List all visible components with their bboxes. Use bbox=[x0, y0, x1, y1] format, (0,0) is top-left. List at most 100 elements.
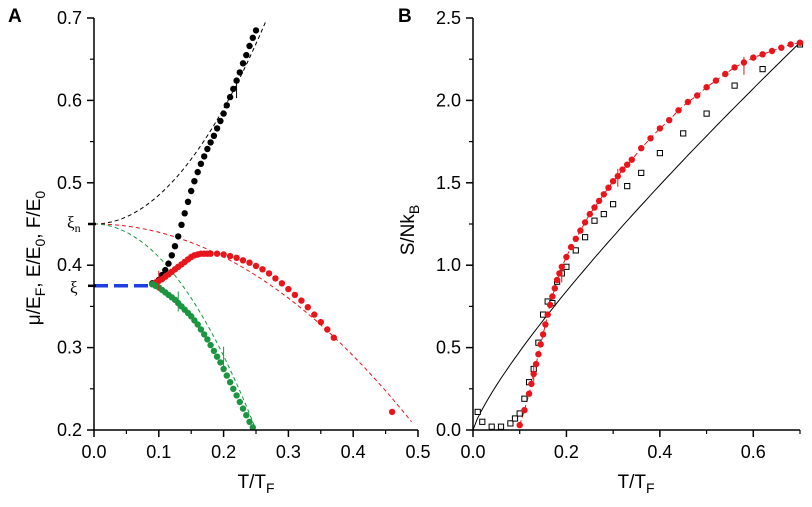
entropy-reference-point bbox=[731, 82, 738, 89]
panel-a-x-tick-label: 0.1 bbox=[146, 442, 171, 462]
energy-point bbox=[243, 51, 250, 59]
entropy-point bbox=[544, 311, 551, 318]
panel-a-y-tick-label: 0.7 bbox=[57, 8, 82, 28]
free-energy-point bbox=[233, 392, 240, 399]
entropy-reference-point bbox=[488, 423, 495, 430]
entropy-point bbox=[796, 39, 804, 46]
entropy-point bbox=[787, 41, 794, 48]
panel-a-x-tick-label: 0.4 bbox=[341, 442, 366, 462]
energy-point bbox=[197, 160, 205, 167]
panel-b-y-tick-label: 0.0 bbox=[436, 420, 461, 440]
energy-point bbox=[226, 93, 234, 101]
energy-fit-curve bbox=[94, 21, 267, 225]
chemical-potential-point bbox=[298, 297, 305, 304]
energy-point bbox=[181, 210, 188, 217]
entropy-reference-point bbox=[497, 423, 505, 430]
panel-b-y-tick-label: 0.5 bbox=[436, 338, 461, 358]
panel-a-x-tick-label: 0.5 bbox=[405, 442, 430, 462]
chemical-potential-point bbox=[317, 318, 324, 326]
free-energy-point bbox=[220, 365, 227, 373]
panel-b-x-tick-label: 0.4 bbox=[647, 442, 672, 462]
energy-point bbox=[249, 34, 256, 41]
energy-point bbox=[165, 260, 172, 267]
free-energy-point bbox=[239, 405, 247, 412]
chemical-potential-point bbox=[272, 275, 279, 282]
entropy-point bbox=[551, 285, 558, 292]
entropy-point bbox=[556, 270, 563, 277]
chemical-potential-point bbox=[259, 266, 266, 273]
chemical-potential-point bbox=[265, 270, 273, 277]
free-energy-point bbox=[217, 359, 224, 366]
energy-point bbox=[220, 110, 227, 117]
free-energy-point bbox=[204, 336, 211, 343]
panel-b-data-points bbox=[474, 39, 804, 430]
chemical-potential-point bbox=[213, 250, 221, 257]
entropy-point bbox=[759, 51, 766, 58]
entropy-point bbox=[722, 70, 729, 78]
panel-b-x-tick-label: 0.2 bbox=[554, 442, 579, 462]
entropy-reference-point bbox=[516, 410, 523, 417]
chemical-potential-point bbox=[207, 250, 214, 257]
entropy-point bbox=[624, 161, 631, 168]
entropy-reference-point bbox=[624, 183, 631, 190]
panel-b: B 0.00.20.40.60.00.51.01.52.02.5 S/NkB​ … bbox=[398, 6, 804, 496]
chemical-potential-point bbox=[324, 326, 331, 333]
entropy-point bbox=[778, 44, 785, 51]
entropy-point bbox=[581, 219, 589, 226]
panel-b-x-tick-label: 0.6 bbox=[741, 442, 766, 462]
entropy-reference-point bbox=[600, 211, 607, 218]
entropy-reference-point bbox=[638, 169, 645, 177]
panel-a: A 0.0 0.1 0.2 0.3 0.4 0.5 0.2 0.3 0.4 0.5 0.6 0.7 ξ… bbox=[8, 6, 431, 496]
free-energy-point bbox=[194, 321, 201, 328]
entropy-reference-point bbox=[656, 150, 663, 157]
panel-b-fit-curves bbox=[472, 42, 801, 431]
panel-a-axes bbox=[87, 17, 419, 437]
panel-a-label: A bbox=[8, 6, 22, 27]
entropy-point bbox=[516, 421, 523, 429]
entropy-reference-point bbox=[759, 66, 766, 73]
free-energy-point bbox=[246, 418, 253, 425]
free-energy-point bbox=[197, 326, 205, 333]
panel-a-x-tick-label: 0.0 bbox=[81, 442, 106, 462]
entropy-point bbox=[628, 156, 635, 163]
panel-a-y-tick-label: 0.5 bbox=[57, 173, 82, 193]
xi-label: ξ bbox=[70, 278, 78, 297]
panel-b-axes bbox=[466, 17, 801, 437]
entropy-point bbox=[684, 98, 692, 106]
entropy-reference-point bbox=[680, 130, 687, 137]
chemical-potential-point bbox=[233, 254, 240, 261]
energy-point bbox=[207, 139, 214, 146]
energy-point bbox=[168, 252, 175, 259]
entropy-point bbox=[619, 166, 626, 173]
chemical-potential-point bbox=[388, 408, 396, 416]
energy-point bbox=[252, 27, 260, 34]
energy-point bbox=[191, 178, 198, 185]
entropy-point bbox=[553, 276, 561, 284]
chemical-potential-point bbox=[252, 262, 260, 270]
entropy-point bbox=[605, 184, 612, 191]
energy-point bbox=[188, 187, 195, 195]
entropy-point bbox=[537, 341, 544, 348]
entropy-point bbox=[591, 204, 598, 211]
entropy-point bbox=[539, 331, 547, 338]
entropy-point bbox=[586, 210, 593, 218]
entropy-point bbox=[694, 92, 701, 99]
entropy-point bbox=[572, 235, 579, 242]
chemical-potential-point bbox=[239, 257, 247, 264]
energy-point bbox=[217, 117, 224, 125]
panel-a-y-axis-title: μ/EF​, E/E0​, F/E0​ bbox=[24, 191, 48, 326]
panel-a-x-tick-label: 0.2 bbox=[211, 442, 236, 462]
entropy-point bbox=[535, 351, 542, 358]
panel-b-x-tick-label: 0.0 bbox=[460, 442, 485, 462]
energy-point bbox=[246, 42, 253, 50]
panel-a-y-axis-title-text: μ/EF​, E/E0​, F/E0​ bbox=[24, 191, 48, 326]
xi-n-label-text: ξ bbox=[67, 213, 75, 232]
free-energy-point bbox=[230, 385, 237, 392]
panel-a-y-tick-label: 0.4 bbox=[57, 255, 82, 275]
panel-b-y-tick-label: 1.5 bbox=[436, 173, 461, 193]
panel-a-tick-labels: 0.0 0.1 0.2 0.3 0.4 0.5 0.2 0.3 0.4 0.5 0.6 0.7 bbox=[57, 8, 431, 462]
entropy-reference-point bbox=[610, 201, 617, 208]
panel-b-y-tick-label: 2.5 bbox=[436, 8, 461, 28]
energy-point bbox=[201, 153, 208, 160]
entropy-reference-point bbox=[591, 217, 598, 224]
